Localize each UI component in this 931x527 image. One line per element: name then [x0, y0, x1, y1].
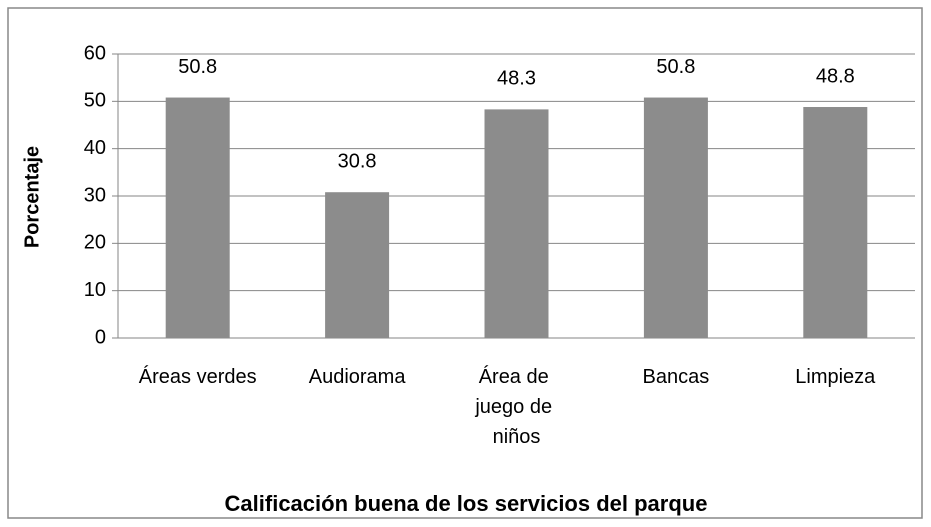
- data-label: 48.8: [816, 65, 855, 87]
- y-axis-label: Porcentaje: [21, 146, 43, 248]
- y-tick-label: 20: [84, 232, 106, 254]
- y-tick-label: 10: [84, 279, 106, 301]
- bar: [803, 107, 868, 338]
- data-label: 50.8: [178, 56, 217, 78]
- bar: [325, 192, 390, 338]
- y-tick-label: 50: [84, 90, 106, 112]
- y-tick-label: 40: [84, 137, 106, 159]
- chart-title: Calificación buena de los servicios del …: [225, 491, 708, 516]
- bar: [643, 97, 708, 339]
- y-tick-label: 30: [84, 184, 106, 206]
- data-label: 48.3: [497, 68, 536, 90]
- y-tick-label: 60: [84, 42, 106, 64]
- x-tick-label: Audiorama: [309, 366, 407, 388]
- x-tick-label: Área de juego de niños: [474, 365, 557, 448]
- data-label: 50.8: [656, 56, 695, 78]
- bar: [484, 109, 549, 338]
- chart-frame: [7, 7, 923, 519]
- x-tick-label: Bancas: [643, 366, 710, 388]
- x-tick-label: Áreas verdes: [139, 365, 257, 388]
- y-tick-label: 0: [95, 326, 106, 348]
- bar: [165, 97, 230, 339]
- x-tick-label: Limpieza: [795, 366, 876, 388]
- data-label: 30.8: [338, 150, 377, 172]
